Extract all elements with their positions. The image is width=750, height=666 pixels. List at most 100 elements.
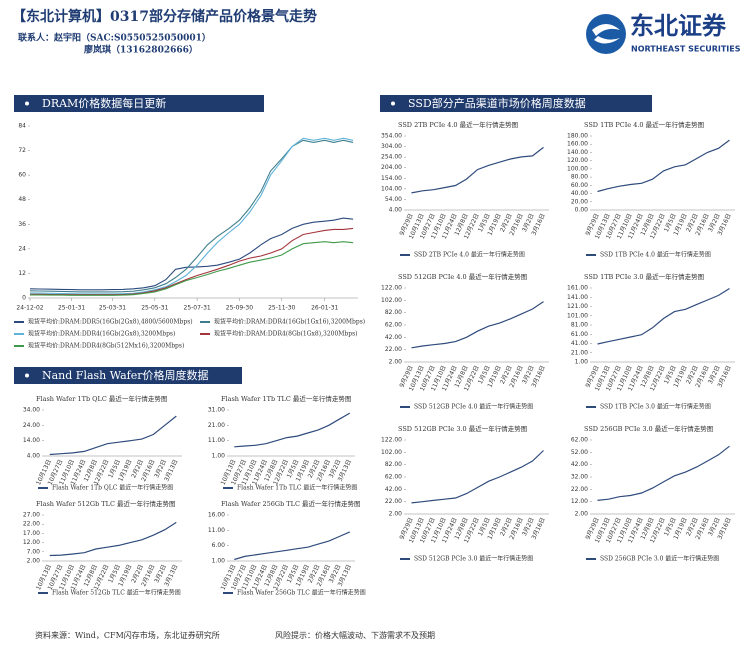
chart-title: SSD 1TB PCIe 4.0 最近一年行情走势图 — [584, 120, 704, 129]
series-line — [411, 450, 544, 504]
contact-2: 廖岚琪（13162802666） — [84, 44, 198, 56]
chart-title: Flash Wafer 1Tb TLC 最近一年行情走势图 — [221, 394, 351, 403]
section-bar — [380, 95, 652, 112]
legend-label: Flash Wafer 256Gb TLC 最近一年行情走势图 — [237, 589, 366, 597]
y-tick-label: 72 — [18, 147, 26, 154]
section-title: DRAM价格数据每日更新 — [42, 96, 166, 110]
legend-label: 现货平均价:DRAM:DDR4(16Gb(2Gx8),3200Mbps) — [28, 330, 175, 338]
y-tick-label: 160.00 — [567, 141, 588, 148]
legend-label: 现货平均价:DRAM:DDR5(16Gb(2Gx8),4800/5600Mbps… — [28, 318, 193, 326]
y-tick-label: 62.00 — [571, 437, 588, 444]
logo-en: NORTHEAST SECURITIES — [631, 45, 741, 54]
y-tick-label: 12.00 — [23, 539, 40, 546]
chart-title: SSD 256GB PCIe 3.0 最近一年行情走势图 — [584, 424, 713, 433]
y-tick-label: 80.00 — [571, 174, 588, 181]
y-tick-label: 1.00 — [212, 558, 226, 565]
y-tick-label: 16.00 — [208, 512, 225, 519]
x-tick-label: 25-05-31 — [141, 305, 168, 312]
chart-title: SSD 512GB PCIe 4.0 最近一年行情走势图 — [398, 272, 527, 281]
contact-1: 联系人：赵宇阳（SAC:S0550525050001） — [18, 32, 211, 44]
y-tick-label: 1.00 — [212, 453, 226, 460]
series-line — [597, 445, 730, 501]
y-tick-label: 101.00 — [567, 312, 588, 319]
y-tick-label: 11.00 — [208, 437, 225, 444]
y-tick-label: 12 — [18, 270, 26, 277]
y-tick-label: 24 — [18, 245, 26, 252]
y-tick-label: 32.00 — [571, 474, 588, 481]
y-tick-label: 81.00 — [571, 322, 588, 329]
y-tick-label: 40.00 — [571, 190, 588, 197]
logo-swirl — [592, 24, 620, 44]
x-tick-label: 25-01-31 — [58, 305, 85, 312]
logo: 东北证券 NORTHEAST SECURITIES — [586, 12, 741, 54]
y-tick-label: 14.00 — [23, 437, 40, 444]
y-tick-label: 42.00 — [385, 486, 402, 493]
y-tick-label: 180.00 — [567, 133, 588, 140]
y-tick-label: 121.00 — [567, 303, 588, 310]
y-tick-label: 254.00 — [381, 154, 402, 161]
legend-label: 现货平均价:DRAM:DDR4(8Gb(1Gx8),3200Mbps) — [214, 330, 358, 338]
chart-title: Flash Wafer 1Tb QLC 最近一年行情走势图 — [36, 394, 167, 403]
chart-title: SSD 2TB PCIe 4.0 最近一年行情走势图 — [398, 120, 518, 129]
y-tick-label: 2.00 — [27, 558, 41, 565]
series-line — [411, 301, 544, 349]
y-tick-label: 2.00 — [389, 359, 403, 366]
y-tick-label: 52.00 — [571, 449, 588, 456]
y-tick-label: 141.00 — [567, 294, 588, 301]
y-tick-label: 31.00 — [208, 407, 225, 414]
y-tick-label: 82.00 — [385, 461, 402, 468]
risk-note: 风险提示：价格大幅波动、下游需求不及预期 — [275, 630, 435, 640]
y-tick-label: 22.00 — [23, 521, 40, 528]
x-tick-label: 25-09-30 — [226, 305, 253, 312]
y-tick-label: 54.00 — [385, 196, 402, 203]
y-tick-label: 104.00 — [381, 185, 402, 192]
legend-label: Flash Wafer 512Gb TLC 最近一年行情走势图 — [52, 589, 181, 597]
legend-label: 现货平均价:DRAM:DDR4(16Gb(1Gx16),3200Mbps) — [214, 318, 365, 326]
y-tick-label: 6.00 — [212, 542, 226, 549]
chart-title: Flash Wafer 512Gb TLC 最近一年行情走势图 — [36, 499, 176, 508]
y-tick-label: 21.00 — [571, 349, 588, 356]
section-bar — [14, 367, 242, 384]
y-tick-label: 204.00 — [381, 164, 402, 171]
legend-label: SSD 512GB PCIe 4.0 最近一年行情走势图 — [414, 403, 533, 411]
y-tick-label: 20.00 — [571, 198, 588, 205]
y-tick-label: 102.00 — [381, 297, 402, 304]
logo-mark — [586, 14, 626, 54]
series-line — [597, 139, 730, 193]
y-tick-label: 122.00 — [381, 285, 402, 292]
y-tick-label: 84 — [18, 123, 26, 130]
y-tick-label: 22.00 — [385, 346, 402, 353]
series-line — [30, 241, 354, 296]
y-tick-label: 4.00 — [27, 453, 41, 460]
series-line — [49, 415, 177, 456]
y-tick-label: 11.00 — [208, 527, 225, 534]
series-line — [597, 287, 730, 345]
legend-label: SSD 256GB PCIe 3.0 最近一年行情走势图 — [600, 555, 719, 563]
y-tick-label: 140.00 — [567, 149, 588, 156]
y-tick-label: 2.00 — [575, 511, 589, 518]
bullet — [25, 373, 29, 378]
legend-label: SSD 1TB PCIe 4.0 最近一年行情走势图 — [600, 251, 711, 259]
series-line — [29, 137, 354, 295]
y-tick-label: 27.00 — [23, 512, 40, 519]
y-tick-label: 354.00 — [381, 133, 402, 140]
y-tick-label: 41.00 — [571, 340, 588, 347]
legend-label: Flash Wafer 1Tb TLC 最近一年行情走势图 — [237, 484, 357, 492]
chart-title: SSD 1TB PCIe 3.0 最近一年行情走势图 — [584, 272, 704, 281]
section-nand: Nand Flash Wafer价格周度数据 — [14, 367, 242, 384]
y-tick-label: 22.00 — [571, 486, 588, 493]
y-tick-label: 0 — [22, 295, 26, 302]
bullet — [391, 101, 395, 106]
y-tick-label: 120.00 — [567, 157, 588, 164]
x-tick-label: 25-07-31 — [184, 305, 211, 312]
bullet — [25, 101, 29, 106]
y-tick-label: 100.00 — [567, 165, 588, 172]
x-tick-label: 26-01-31 — [311, 305, 338, 312]
y-tick-label: 36 — [18, 221, 26, 228]
y-tick-label: 60.00 — [571, 182, 588, 189]
y-tick-label: 122.00 — [381, 437, 402, 444]
section-title: SSD部分产品渠道市场价格周度数据 — [408, 96, 586, 110]
source-note: 资料来源：Wind，CFM闪存市场，东北证券研究所 — [35, 630, 220, 640]
y-tick-label: 161.00 — [567, 285, 588, 292]
